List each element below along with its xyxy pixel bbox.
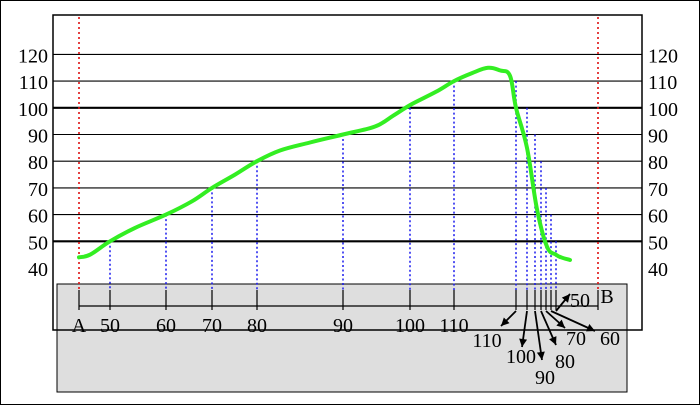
left-tick-label: 90 <box>28 126 48 148</box>
right-tick-label: 50 <box>648 232 668 254</box>
leader-arrowhead-110 <box>501 317 510 326</box>
right-tick-label: 110 <box>648 72 677 94</box>
leader-arrowhead-70 <box>556 319 565 328</box>
right-tick-label: 70 <box>648 179 668 201</box>
left-tick-label: 40 <box>28 259 48 281</box>
contour-label: 110 <box>472 330 501 352</box>
contour-label: 60 <box>156 315 176 337</box>
left-tick-label: 120 <box>18 45 48 67</box>
contour-label: 50 <box>100 315 120 337</box>
end-markers: AB <box>72 17 614 337</box>
left-tick-label: 110 <box>19 72 48 94</box>
contour-label: 100 <box>395 315 425 337</box>
profile-curve <box>77 65 572 262</box>
contour-label: 70 <box>566 328 586 350</box>
contour-label: 50 <box>570 290 590 312</box>
end-label-b: B <box>600 286 613 308</box>
leader-arrowhead-80 <box>549 336 557 345</box>
left-tick-label: 70 <box>28 179 48 201</box>
leader-arrowhead-90 <box>536 351 545 360</box>
left-tick-label: 80 <box>28 152 48 174</box>
leader-arrow-90 <box>534 310 543 361</box>
right-tick-label: 100 <box>648 99 678 121</box>
leader-arrowhead-60 <box>586 324 595 332</box>
right-tick-label: 40 <box>648 259 668 281</box>
profile-curve-group <box>77 65 572 262</box>
contour-label: 90 <box>333 315 353 337</box>
left-tick-label: 60 <box>28 206 48 228</box>
contour-label: 110 <box>439 315 468 337</box>
end-label-a: A <box>72 315 87 337</box>
contour-label: 80 <box>247 315 267 337</box>
right-tick-label: 60 <box>648 206 668 228</box>
left-tick-label: 50 <box>28 232 48 254</box>
right-tick-label: 80 <box>648 152 668 174</box>
contour-label: 100 <box>506 346 536 368</box>
leader-arrow-60 <box>550 310 596 332</box>
left-tick-label: 100 <box>18 99 48 121</box>
leader-arrowhead-100 <box>519 338 528 347</box>
contour-label: 70 <box>202 315 222 337</box>
contour-label: 60 <box>600 328 620 350</box>
map-strip <box>56 283 628 393</box>
plot-frame <box>52 14 643 331</box>
leader-arrowhead-50 <box>561 294 570 303</box>
axis-tick-labels: 40 50 60 70 80 90 100 110 120 40 50 60 70 80 90 100 110 1… <box>18 45 678 281</box>
contour-label: 80 <box>555 351 575 373</box>
right-tick-label: 120 <box>648 45 678 67</box>
contour-label: 90 <box>535 367 555 389</box>
right-tick-label: 90 <box>648 126 668 148</box>
